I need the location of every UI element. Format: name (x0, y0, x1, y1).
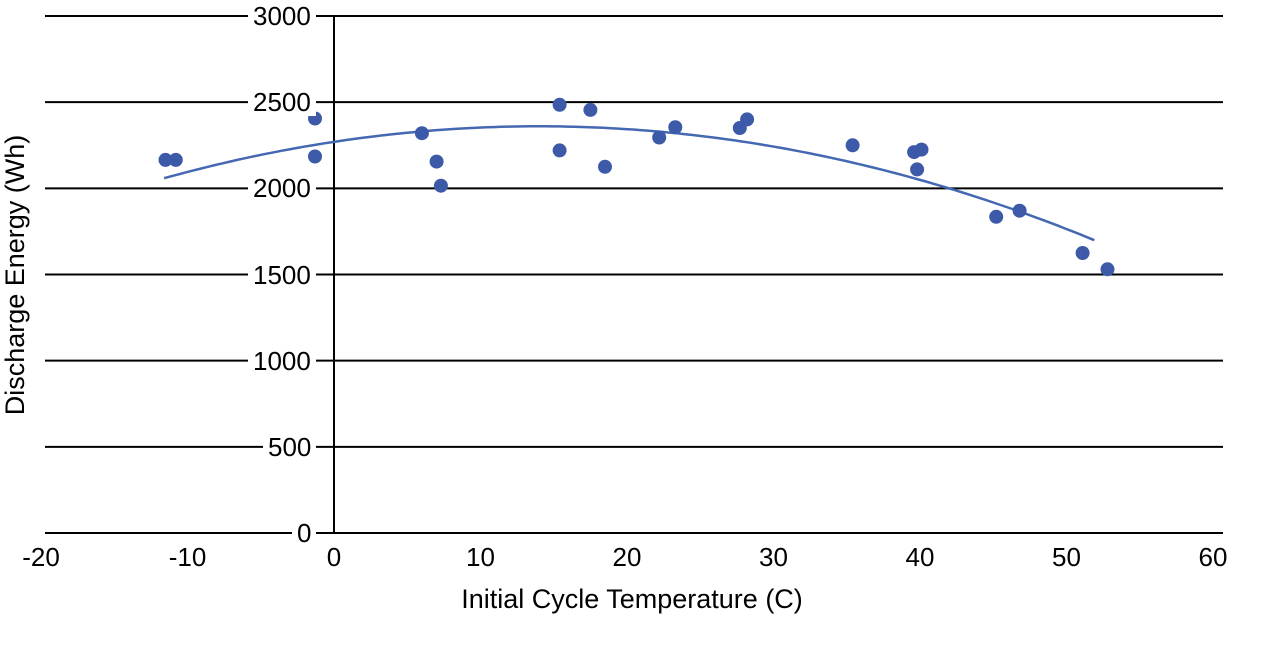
data-point (168, 152, 183, 167)
y-tick-label: 2500 (248, 88, 316, 117)
data-point (158, 152, 173, 167)
data-point (740, 112, 755, 127)
x-tick-label: 60 (1198, 542, 1228, 572)
y-tick-label: 1000 (248, 346, 316, 375)
data-point (910, 162, 925, 177)
data-point (1100, 262, 1115, 277)
y-axis-title: Discharge Energy (Wh) (0, 134, 30, 416)
x-tick-label: 50 (1052, 542, 1081, 572)
data-point (552, 143, 567, 158)
data-point (598, 159, 612, 174)
x-tick-label: 0 (326, 542, 342, 572)
data-point (652, 130, 667, 145)
y-tick-label: 2000 (248, 174, 316, 203)
x-tick-label: -10 (168, 542, 207, 572)
data-point (989, 209, 1004, 224)
x-tick-label: 20 (612, 542, 642, 572)
x-tick-label: 40 (905, 542, 935, 572)
trend-curve (163, 125, 1095, 242)
y-tick-label: 1500 (248, 260, 316, 289)
x-axis-title: Initial Cycle Temperature (C) (461, 584, 803, 614)
data-point (583, 102, 598, 117)
data-point (433, 178, 448, 193)
data-point (414, 126, 429, 141)
x-tick-label: 10 (466, 542, 495, 572)
data-point (429, 154, 444, 169)
y-tick-label: 500 (263, 432, 317, 461)
data-point (845, 138, 860, 153)
data-point (552, 97, 567, 112)
x-tick-label: -20 (22, 542, 60, 572)
y-tick-label: 3000 (248, 2, 316, 30)
data-point (1012, 203, 1027, 218)
y-tick-label: 0 (292, 519, 317, 547)
data-point (1075, 246, 1090, 260)
x-tick-label: 30 (759, 542, 788, 572)
data-point (308, 149, 322, 164)
data-point (668, 120, 683, 135)
data-point (914, 142, 929, 157)
